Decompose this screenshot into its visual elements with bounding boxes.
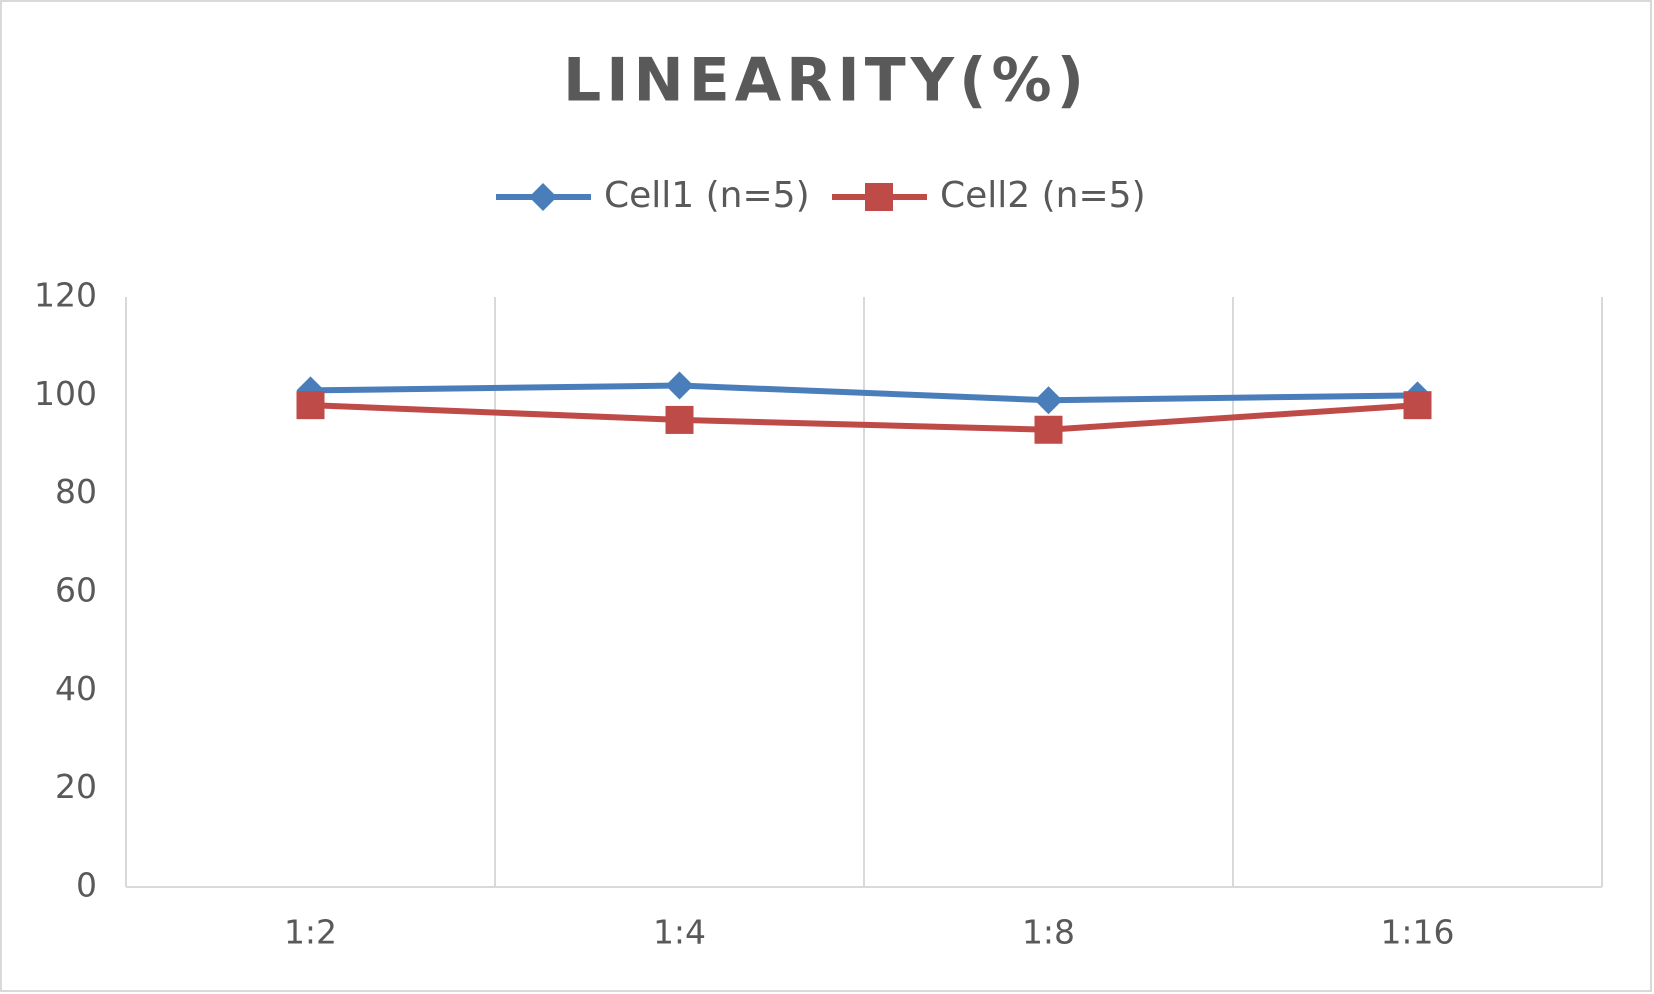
y-tick-label: 100	[34, 374, 97, 413]
marker	[529, 183, 557, 211]
y-tick-label: 40	[55, 669, 97, 708]
marker	[1034, 415, 1063, 444]
marker	[665, 405, 694, 434]
x-tick-label: 1:4	[653, 913, 706, 952]
y-tick-label: 60	[55, 571, 97, 610]
x-tick-label: 1:8	[1022, 913, 1075, 952]
y-tick-label: 80	[55, 472, 97, 511]
marker	[1403, 391, 1432, 420]
y-tick-label: 0	[76, 866, 97, 905]
legend-label: Cell1 (n=5)	[604, 175, 810, 216]
y-tick-label: 120	[34, 276, 97, 315]
legend-label: Cell2 (n=5)	[940, 175, 1146, 216]
series-line	[310, 382, 1418, 404]
marker	[296, 391, 325, 420]
marker	[665, 371, 694, 400]
x-tick-label: 1:16	[1380, 913, 1454, 952]
chart-title: LINEARITY(%)	[563, 46, 1089, 116]
y-tick-label: 20	[55, 767, 97, 806]
x-tick-label: 1:2	[284, 913, 337, 952]
series-line	[310, 402, 1418, 433]
marker	[1034, 386, 1063, 415]
marker	[865, 183, 893, 211]
